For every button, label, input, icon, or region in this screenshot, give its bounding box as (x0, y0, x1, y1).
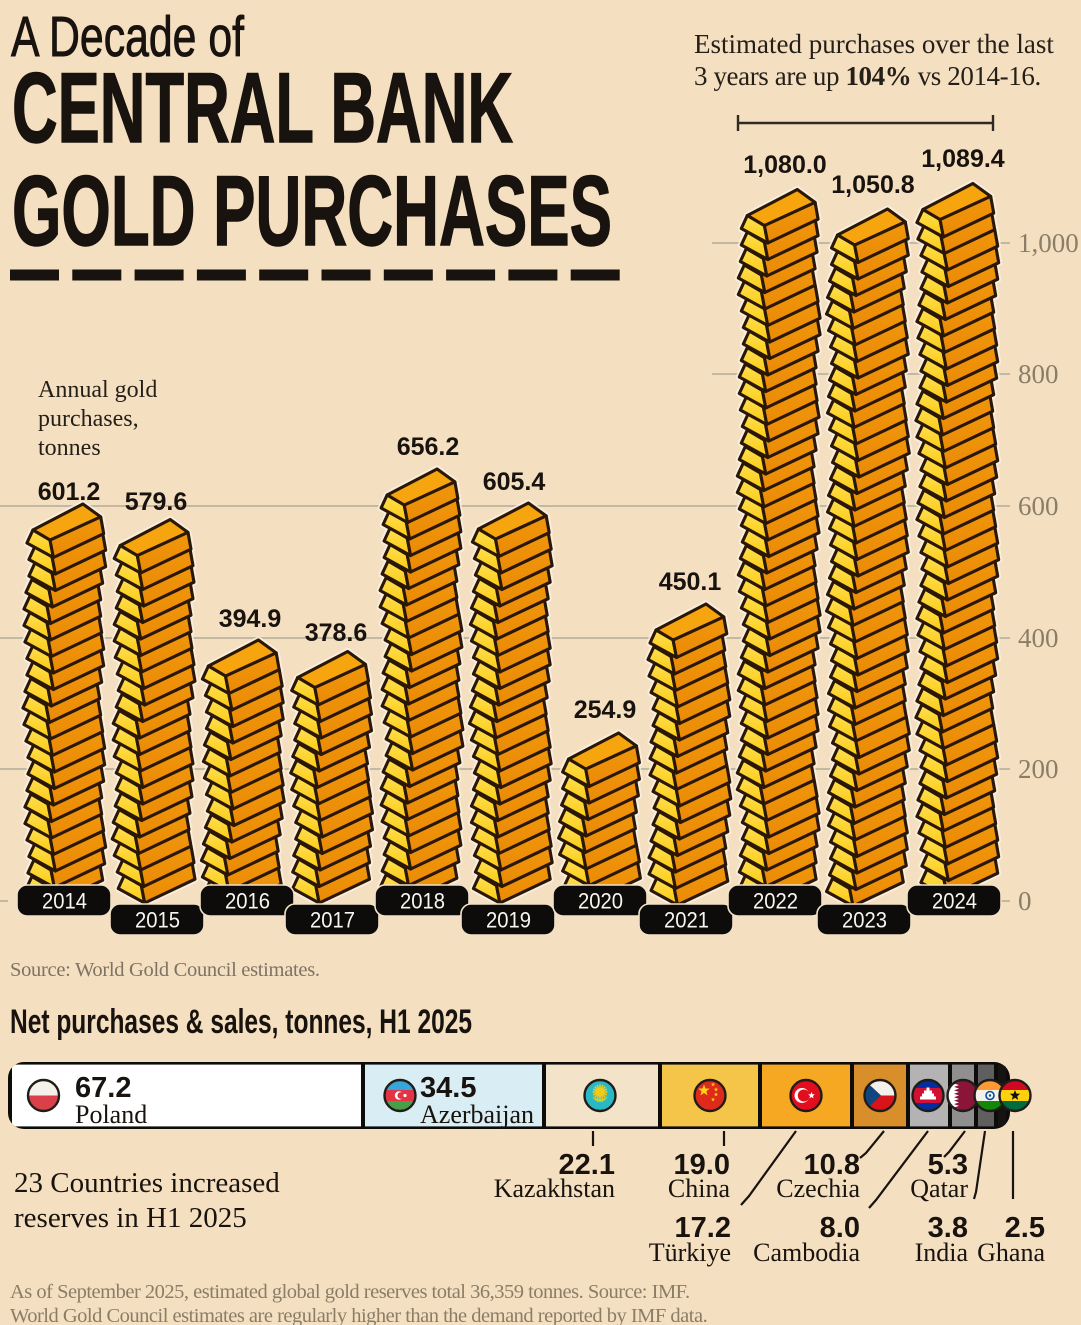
svg-text:2022: 2022 (753, 889, 798, 914)
svg-text:1,000: 1,000 (1018, 228, 1079, 258)
svg-text:19.0: 19.0 (674, 1149, 730, 1181)
svg-text:3 years are up 104% vs 2014-16: 3 years are up 104% vs 2014-16. (694, 61, 1041, 91)
svg-text:5.3: 5.3 (928, 1149, 968, 1181)
svg-text:2.5: 2.5 (1005, 1212, 1045, 1244)
svg-text:Türkiye: Türkiye (649, 1238, 731, 1267)
svg-text:tonnes: tonnes (38, 435, 101, 461)
svg-text:254.9: 254.9 (574, 696, 637, 724)
svg-text:600: 600 (1018, 491, 1059, 521)
svg-text:3.8: 3.8 (928, 1212, 968, 1244)
svg-text:reserves in H1 2025: reserves in H1 2025 (14, 1202, 247, 1234)
svg-text:200: 200 (1018, 754, 1059, 784)
svg-text:450.1: 450.1 (659, 568, 722, 596)
svg-text:Poland: Poland (75, 1100, 147, 1129)
svg-text:378.6: 378.6 (305, 619, 368, 647)
svg-text:656.2: 656.2 (397, 433, 460, 461)
svg-text:17.2: 17.2 (675, 1212, 731, 1244)
svg-text:2021: 2021 (664, 908, 709, 933)
svg-text:CENTRAL BANK: CENTRAL BANK (12, 52, 513, 163)
svg-text:394.9: 394.9 (219, 605, 282, 633)
svg-text:As of September 2025, estimate: As of September 2025, estimated global g… (10, 1281, 690, 1303)
svg-text:2014: 2014 (42, 889, 87, 914)
svg-text:Azerbaijan: Azerbaijan (420, 1100, 534, 1129)
svg-text:579.6: 579.6 (125, 488, 188, 516)
svg-text:2018: 2018 (400, 889, 445, 914)
svg-text:23 Countries increased: 23 Countries increased (14, 1167, 280, 1199)
svg-text:2017: 2017 (310, 908, 355, 933)
svg-text:Qatar: Qatar (910, 1174, 968, 1203)
svg-text:China: China (668, 1174, 731, 1203)
svg-text:GOLD PURCHASES: GOLD PURCHASES (12, 155, 612, 266)
svg-text:0: 0 (1018, 886, 1032, 916)
svg-text:8.0: 8.0 (820, 1212, 860, 1244)
svg-text:605.4: 605.4 (483, 468, 546, 496)
svg-text:10.8: 10.8 (804, 1149, 860, 1181)
svg-text:800: 800 (1018, 359, 1059, 389)
svg-text:2024: 2024 (932, 889, 977, 914)
svg-text:World Gold Council estimates a: World Gold Council estimates are regular… (10, 1305, 707, 1325)
svg-text:2019: 2019 (486, 908, 531, 933)
svg-text:2015: 2015 (135, 908, 180, 933)
svg-text:Czechia: Czechia (776, 1174, 860, 1203)
svg-text:A Decade of: A Decade of (11, 5, 244, 69)
svg-text:India: India (915, 1238, 969, 1267)
svg-text:22.1: 22.1 (559, 1149, 615, 1181)
svg-text:1,050.8: 1,050.8 (831, 171, 915, 199)
svg-text:Source: World Gold Council est: Source: World Gold Council estimates. (10, 959, 320, 981)
svg-text:Cambodia: Cambodia (753, 1238, 860, 1267)
svg-text:2023: 2023 (842, 908, 887, 933)
svg-text:2016: 2016 (225, 889, 270, 914)
svg-text:601.2: 601.2 (38, 478, 101, 506)
svg-text:Net purchases & sales, tonnes,: Net purchases & sales, tonnes, H1 2025 (10, 1003, 472, 1041)
svg-text:Ghana: Ghana (977, 1238, 1045, 1267)
svg-text:Estimated purchases over the l: Estimated purchases over the last (694, 29, 1054, 59)
svg-text:purchases,: purchases, (38, 406, 139, 432)
svg-text:2020: 2020 (578, 889, 623, 914)
svg-text:1,080.0: 1,080.0 (743, 151, 826, 179)
svg-text:400: 400 (1018, 623, 1059, 653)
svg-text:Annual gold: Annual gold (38, 377, 157, 403)
svg-text:1,089.4: 1,089.4 (921, 145, 1005, 173)
svg-text:Kazakhstan: Kazakhstan (494, 1174, 615, 1203)
svg-text:67.2: 67.2 (75, 1072, 131, 1104)
svg-text:34.5: 34.5 (420, 1072, 476, 1104)
